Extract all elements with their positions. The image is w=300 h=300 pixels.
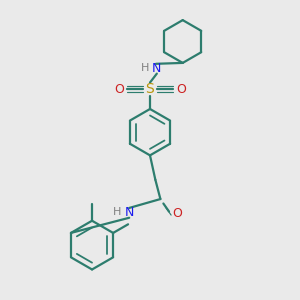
- Text: O: O: [172, 207, 182, 220]
- Text: O: O: [176, 82, 186, 96]
- Text: N: N: [152, 62, 161, 75]
- Text: H: H: [112, 207, 121, 218]
- Text: H: H: [141, 63, 149, 73]
- Text: O: O: [114, 82, 124, 96]
- Text: S: S: [146, 82, 154, 96]
- Text: N: N: [124, 206, 134, 219]
